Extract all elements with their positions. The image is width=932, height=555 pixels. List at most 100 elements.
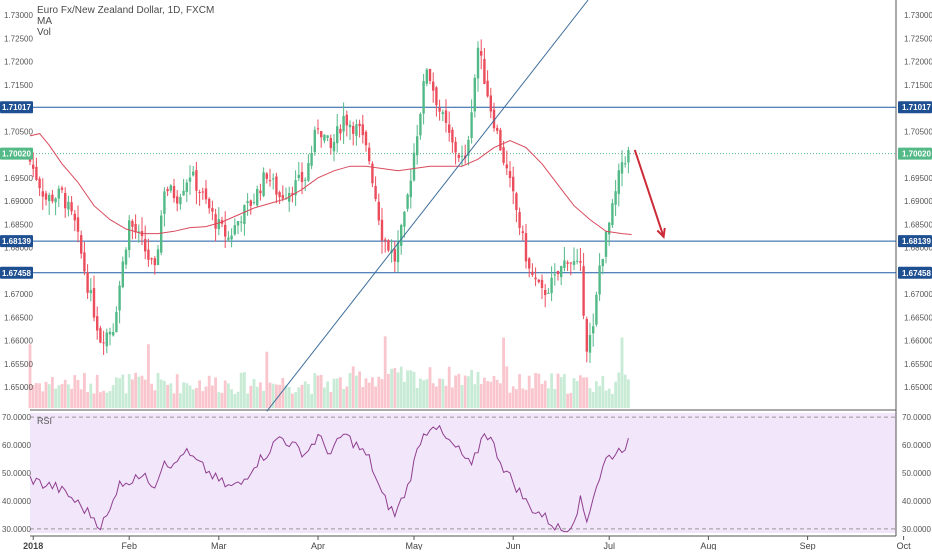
time-axis[interactable]: 2018 Feb Mar Apr May Jun Jul Aug Sep Oct [23, 536, 911, 551]
candle-body [316, 128, 320, 130]
candle-body [579, 261, 582, 263]
volume-bar [380, 379, 384, 408]
candle-body [272, 178, 275, 180]
trend-line-layer[interactable] [266, 0, 666, 412]
candle-body [576, 260, 579, 262]
candle-body [377, 201, 380, 221]
candle-body [156, 249, 160, 265]
candle-body [54, 198, 57, 203]
candle-body [550, 277, 553, 294]
volume-bar [307, 384, 310, 408]
candle-body [38, 178, 41, 189]
volume-bar [387, 373, 390, 408]
candle-body [112, 332, 115, 336]
arrow-head[interactable] [656, 227, 666, 240]
candle-body [224, 224, 227, 237]
volume-bar [121, 374, 125, 408]
volume-bar [447, 366, 451, 408]
volume-bar [67, 384, 70, 408]
volume-bar [607, 388, 611, 408]
candle-body [547, 292, 550, 294]
volume-bar [223, 380, 227, 408]
candle-body [323, 134, 326, 141]
volume-bar [383, 336, 387, 408]
rsi-tick-label: 40.0000 [902, 497, 931, 506]
left-price-tag-text: 1.71017 [2, 103, 31, 112]
horizontal-lines-layer[interactable] [30, 106, 896, 274]
volume-bar [179, 393, 182, 408]
volume-bar [457, 373, 461, 408]
candle-body [32, 164, 35, 169]
candle-body [195, 170, 198, 191]
volume-bar [204, 386, 208, 408]
candle-body [332, 141, 336, 152]
rsi-background [30, 413, 896, 533]
volume-bar [435, 386, 438, 408]
vol-indicator-label[interactable]: Vol [37, 27, 51, 38]
candle-body [492, 109, 496, 129]
volume-bar [345, 386, 349, 408]
ma-indicator-label[interactable]: MA [37, 16, 52, 27]
volume-bar [191, 389, 195, 408]
volume-bar [28, 344, 32, 408]
candle-body [544, 289, 547, 295]
candle-body [620, 162, 624, 174]
candle-body [166, 189, 169, 192]
volume-bar [195, 387, 198, 408]
candle-body [380, 219, 384, 241]
candle-body [80, 235, 83, 254]
candle-body [176, 196, 179, 204]
ma-line [29, 133, 632, 235]
candle-body [198, 191, 201, 193]
volume-bar [44, 381, 48, 408]
candle-body [412, 152, 416, 181]
candle-body [108, 331, 112, 335]
candle-body [537, 279, 540, 283]
candle-body [348, 124, 352, 128]
volume-bar [627, 379, 630, 408]
price-tick-label-left: 1.68500 [4, 220, 33, 229]
volume-bar [441, 378, 445, 408]
candle-body [438, 107, 441, 112]
volume-bar [489, 381, 493, 408]
candle-body [582, 266, 585, 316]
candle-body [486, 80, 489, 97]
volume-bar [89, 383, 93, 408]
volume-bar [60, 384, 64, 408]
candle-body [304, 179, 307, 181]
left-price-tag-text: 1.70020 [2, 150, 31, 159]
candle-body [400, 225, 403, 246]
candle-body [300, 172, 304, 182]
volume-bar [348, 373, 352, 408]
volume-bar [211, 385, 214, 408]
trend-line[interactable] [266, 0, 589, 412]
candle-body [105, 332, 108, 347]
candle-body [460, 155, 464, 157]
price-tick-label-left: 1.71500 [4, 81, 33, 90]
volume-bar [591, 391, 595, 408]
volume-bar [550, 373, 553, 408]
volume-bar [271, 383, 275, 408]
candle-body [419, 114, 422, 136]
candle-body [128, 220, 131, 251]
volume-bar [108, 390, 112, 408]
candle-body [246, 201, 249, 204]
volume-bar [230, 389, 233, 408]
volume-bar [559, 377, 563, 408]
candle-body [275, 176, 278, 195]
volume-bar [115, 377, 118, 408]
volume-bar [303, 381, 307, 408]
volume-bar [556, 373, 560, 408]
price-tick-label-left: 1.67000 [4, 290, 33, 299]
time-tick-label: Sep [800, 541, 816, 550]
candle-body [467, 139, 470, 156]
volume-bar [243, 372, 246, 408]
volume-bar [92, 393, 96, 408]
candle-body [595, 294, 598, 325]
volume-bar [524, 389, 528, 408]
price-tick-label: 1.65000 [904, 383, 932, 392]
arrow-shaft[interactable] [633, 149, 665, 238]
volume-bar [390, 368, 393, 408]
